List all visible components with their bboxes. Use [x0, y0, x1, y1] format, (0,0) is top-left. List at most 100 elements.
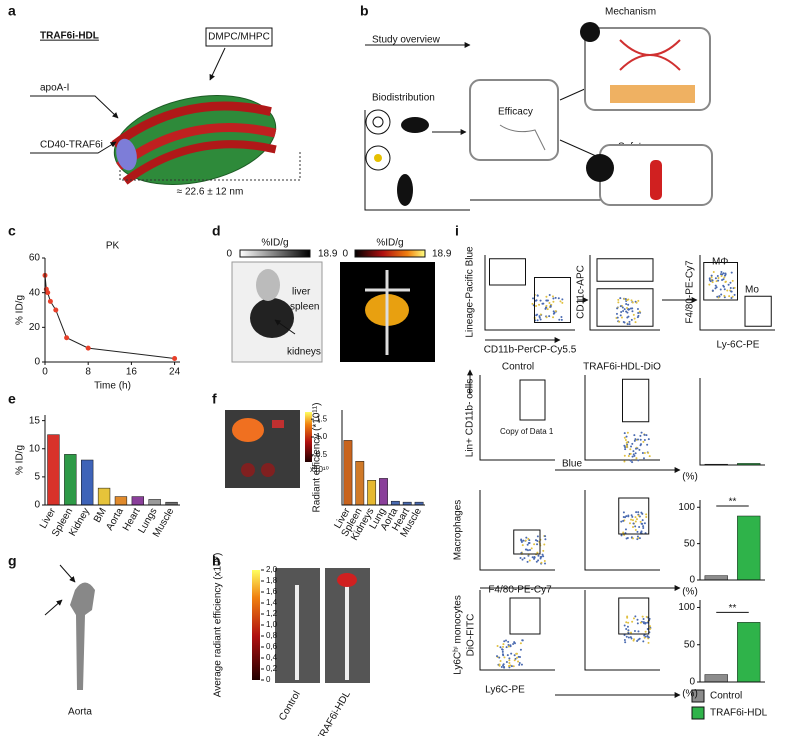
event: [624, 448, 627, 451]
event: [733, 286, 736, 289]
event: [708, 277, 711, 280]
event: [626, 431, 629, 434]
nanoparticle: [111, 95, 277, 185]
event: [619, 305, 622, 308]
event: [629, 459, 632, 462]
event: [503, 656, 506, 659]
colorbar: [252, 570, 260, 680]
event: [496, 655, 499, 658]
event: [620, 310, 623, 313]
gate: [534, 277, 571, 323]
event: [630, 518, 633, 521]
colorbar-tick-label: 0,4: [266, 653, 278, 662]
event: [560, 318, 563, 321]
event: [533, 557, 536, 560]
event: [535, 299, 538, 302]
event: [642, 440, 645, 443]
event: [638, 448, 641, 451]
event: [634, 615, 637, 618]
event: [647, 451, 650, 454]
event: [526, 560, 529, 563]
event: [526, 549, 529, 552]
point: [45, 290, 51, 296]
frame: [364, 110, 470, 211]
panel-g: Aorta: [44, 564, 95, 718]
event: [623, 454, 626, 457]
event: [637, 537, 640, 540]
event: [499, 660, 502, 663]
event: [536, 551, 539, 554]
event: [521, 639, 524, 642]
bar: [81, 459, 94, 506]
event: [507, 640, 510, 643]
point: [47, 298, 53, 304]
event: [515, 652, 518, 655]
aorta-image: [70, 582, 95, 690]
event: [642, 525, 645, 528]
apoa-label: apoA-I: [40, 83, 69, 94]
y-tick-label: 40: [29, 287, 41, 298]
event: [629, 307, 632, 310]
icon: [374, 154, 382, 162]
y-axis-label: (%): [682, 472, 698, 483]
event: [632, 522, 635, 525]
d-scale: 0: [226, 249, 232, 260]
event: [720, 270, 723, 273]
event: [636, 640, 639, 643]
x-tick-label: 16: [126, 367, 138, 378]
event: [638, 310, 641, 313]
event: [627, 455, 630, 458]
event: [731, 279, 734, 282]
event: [539, 313, 542, 316]
event: [642, 618, 645, 621]
event: [539, 318, 542, 321]
event: [519, 642, 522, 645]
event: [544, 562, 547, 565]
biohazard-icon: [586, 154, 614, 182]
gate: [622, 378, 650, 423]
event: [632, 617, 635, 620]
colorbar-tick-label: 1,2: [266, 609, 278, 618]
event: [620, 520, 623, 523]
event: [541, 302, 544, 305]
size-label: ≈ 22.6 ± 12 nm: [177, 187, 244, 198]
axis-label: Lineage-Pacific Blue: [465, 246, 476, 338]
panel-label: b: [360, 3, 369, 19]
arrow: [30, 141, 117, 154]
event: [508, 659, 511, 662]
organ: [241, 463, 255, 477]
event: [510, 652, 513, 655]
bar: [379, 478, 388, 506]
event: [626, 616, 629, 619]
event: [635, 301, 638, 304]
event: [546, 308, 549, 311]
axis-label: Blue: [562, 459, 582, 470]
event: [645, 434, 648, 437]
event: [726, 289, 729, 292]
axes: [44, 258, 180, 363]
event: [542, 549, 545, 552]
colorbar-tick-label: 1,4: [266, 598, 278, 607]
event: [724, 280, 727, 283]
event: [643, 433, 646, 436]
event: [711, 281, 714, 284]
event: [632, 313, 635, 316]
event: [622, 511, 625, 514]
colorbar-tick-label: 1,6: [266, 587, 278, 596]
event: [623, 432, 626, 435]
event: [542, 555, 545, 558]
axis-label: CD11b-PerCP-Cy5.5: [484, 345, 577, 356]
panel-label: f: [212, 391, 217, 407]
panel-label: i: [455, 223, 459, 239]
event: [647, 636, 650, 639]
arrow: [44, 599, 63, 616]
event: [548, 294, 551, 297]
y-axis-label: (%): [682, 587, 698, 598]
event: [719, 288, 722, 291]
bar: [390, 500, 400, 506]
event: [631, 525, 634, 528]
d-scale: 18.9: [318, 249, 338, 260]
event: [520, 538, 523, 541]
chart-title: PK: [106, 241, 120, 252]
